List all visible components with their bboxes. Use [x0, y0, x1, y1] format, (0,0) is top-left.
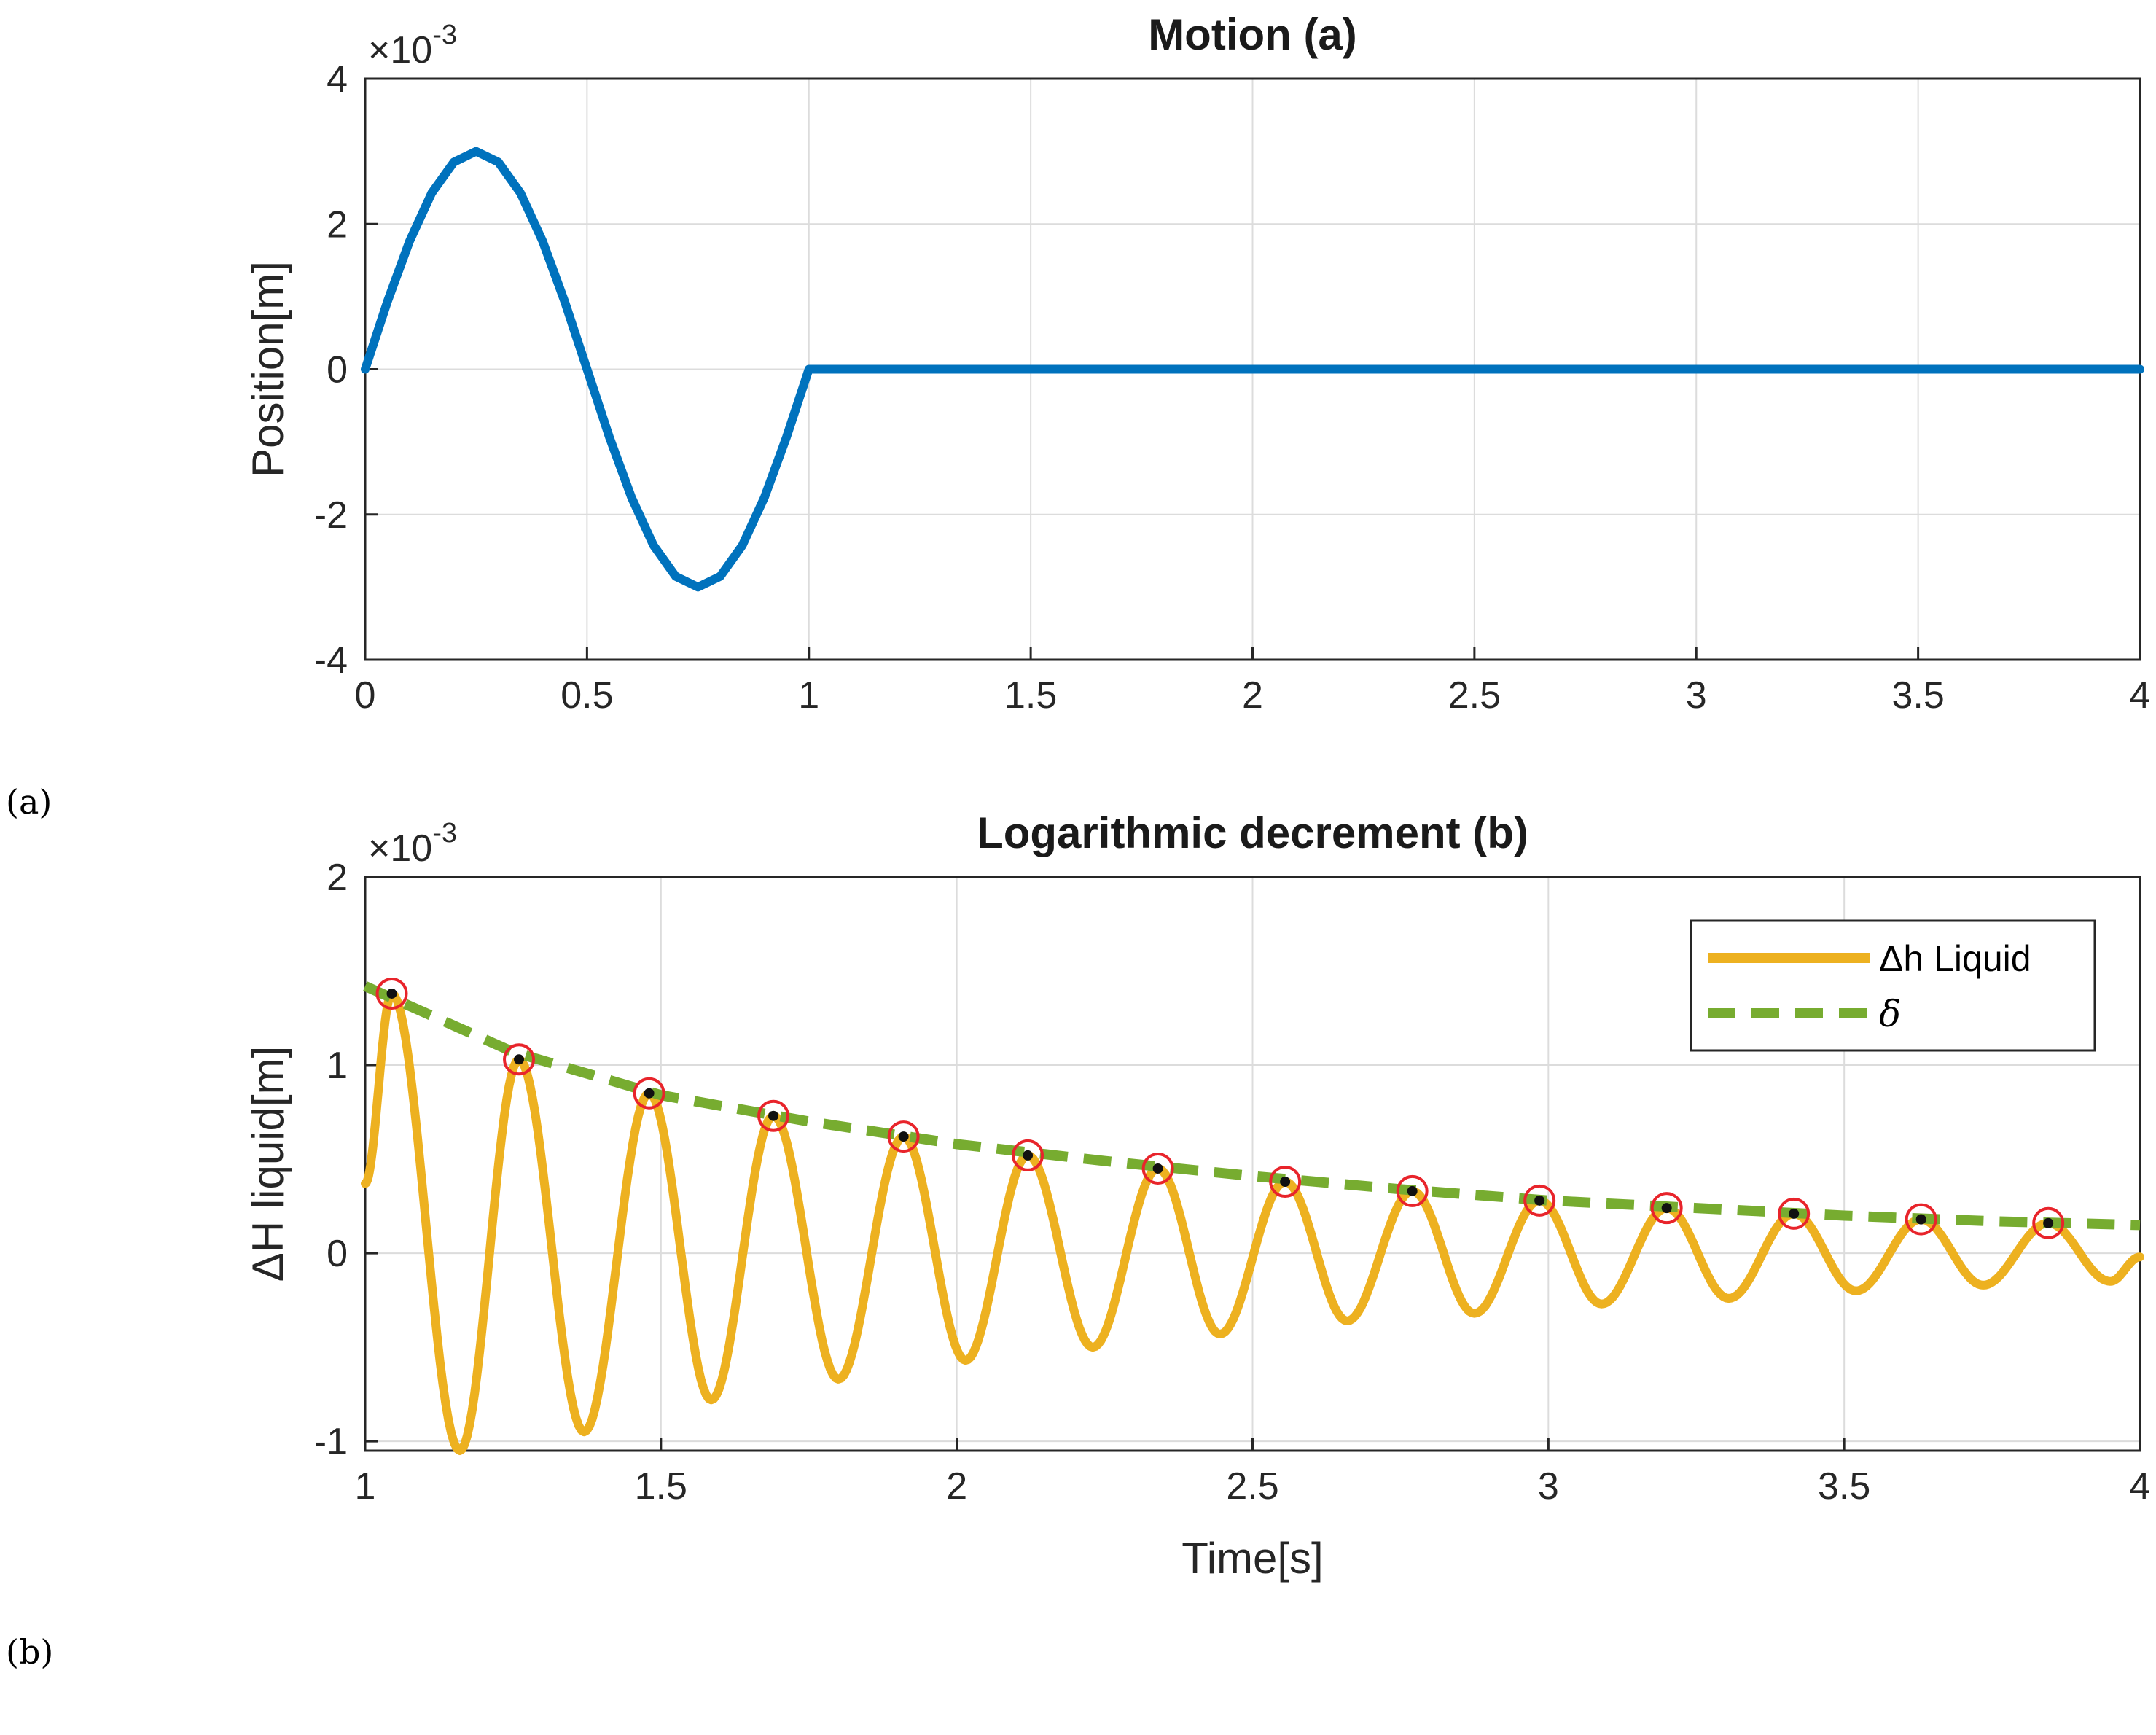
chart-a-exponent-label: ×10-3: [368, 20, 457, 71]
series-line-position: [361, 147, 2144, 592]
legend-box: [1690, 919, 2096, 1052]
peak-circle: [1269, 1166, 1302, 1198]
x-tick-label: 1.5: [635, 1465, 687, 1508]
chart-a-motion: 0 0.5 1 1.5 2 2.5 3 3.5 4 -4 -2 0 2 4 Motion (a) Posi…: [243, 10, 2150, 717]
chart-b-lines: [361, 981, 2144, 1455]
peak-dot: [1152, 1163, 1163, 1174]
legend-entry-liquid: Δh Liquid: [1879, 938, 2031, 979]
peak-circle: [887, 1120, 920, 1153]
peak-circle: [1523, 1184, 1556, 1217]
x-tick-label: 1: [798, 674, 819, 717]
x-tick-label: 3.5: [1891, 674, 1944, 717]
peak-dot: [386, 988, 397, 999]
chart-b-x-axis-label: Time[s]: [1181, 1534, 1323, 1583]
peak-dot: [1789, 1208, 1800, 1219]
x-tick-label: 4: [2130, 1465, 2151, 1508]
y-tick-label: 0: [327, 349, 348, 391]
chart-a-lines: [361, 147, 2144, 592]
peak-dot: [1534, 1195, 1545, 1206]
peak-circle: [1012, 1139, 1044, 1171]
x-tick-label: 0: [355, 674, 376, 717]
peak-dot: [1023, 1150, 1034, 1161]
chart-a-exponent-power: -3: [432, 20, 457, 50]
panel-label-b: (b): [6, 1632, 53, 1672]
peak-circle: [757, 1099, 790, 1132]
peak-circle: [503, 1043, 536, 1076]
x-tick-label: 2: [1242, 674, 1263, 717]
x-tick-label: 1: [355, 1465, 376, 1508]
chart-a-title: Motion (a): [1148, 10, 1357, 59]
chart-a-ticks: 0 0.5 1 1.5 2 2.5 3 3.5 4 -4 -2 0 2 4: [314, 58, 2151, 717]
chart-b-y-axis-label: ΔH liquid[m]: [243, 1046, 292, 1282]
y-tick-label: 2: [327, 857, 348, 899]
peak-circle: [375, 977, 408, 1010]
x-tick-label: 1.5: [1004, 674, 1057, 717]
legend-entry-delta: δ: [1879, 993, 1901, 1035]
peak-dot: [1280, 1177, 1291, 1188]
y-tick-label: -1: [314, 1421, 348, 1463]
y-tick-label: -2: [314, 494, 348, 537]
x-tick-label: 3: [1538, 1465, 1559, 1508]
x-tick-label: 2: [946, 1465, 967, 1508]
chart-b-peak-markers: [375, 977, 2065, 1239]
peak-dot: [514, 1054, 525, 1065]
chart-b-exponent-label: ×10-3: [368, 818, 457, 870]
y-tick-label: 0: [327, 1233, 348, 1275]
chart-a-exponent-base: ×10: [368, 29, 432, 71]
chart-b-title: Logarithmic decrement (b): [977, 808, 1528, 857]
x-tick-label: 2.5: [1448, 674, 1501, 717]
peak-dot: [644, 1088, 655, 1099]
peak-dot: [898, 1131, 909, 1142]
peak-circle: [1778, 1197, 1811, 1230]
y-tick-label: 1: [327, 1045, 348, 1087]
peak-circle: [1396, 1174, 1429, 1207]
peak-circle: [633, 1077, 665, 1110]
peak-circle: [2032, 1206, 2065, 1239]
peak-dot: [768, 1110, 779, 1121]
peak-dot: [2043, 1217, 2054, 1228]
chart-b-exponent-power: -3: [432, 818, 457, 849]
peak-circle: [1905, 1203, 1937, 1236]
y-tick-label: 4: [327, 58, 348, 101]
x-tick-label: 4: [2130, 674, 2151, 717]
peak-circle: [1650, 1192, 1683, 1225]
peak-dot: [1407, 1185, 1418, 1196]
x-tick-label: 2.5: [1226, 1465, 1278, 1508]
x-tick-label: 0.5: [561, 674, 613, 717]
series-line-delta: [363, 981, 2141, 1231]
series-line-liquid: [361, 989, 2144, 1455]
peak-dot: [1661, 1203, 1672, 1214]
chart-a-y-axis-label: Position[m]: [243, 261, 292, 477]
y-tick-label: -4: [314, 639, 348, 682]
peak-circle: [1141, 1152, 1174, 1185]
x-tick-label: 3: [1686, 674, 1707, 717]
y-tick-label: 2: [327, 203, 348, 246]
chart-b-legend: Δh Liquid δ: [1690, 919, 2096, 1052]
peak-dot: [1915, 1214, 1926, 1225]
panel-label-a: (a): [6, 782, 52, 822]
chart-b-log-decrement: 1 1.5 2 2.5 3 3.5 4 -1 0 1 2 Logarithmic decrement…: [243, 808, 2150, 1583]
x-tick-label: 3.5: [1818, 1465, 1870, 1508]
chart-b-ticks: 1 1.5 2 2.5 3 3.5 4 -1 0 1 2: [314, 857, 2151, 1508]
chart-b-exponent-base: ×10: [368, 827, 432, 870]
